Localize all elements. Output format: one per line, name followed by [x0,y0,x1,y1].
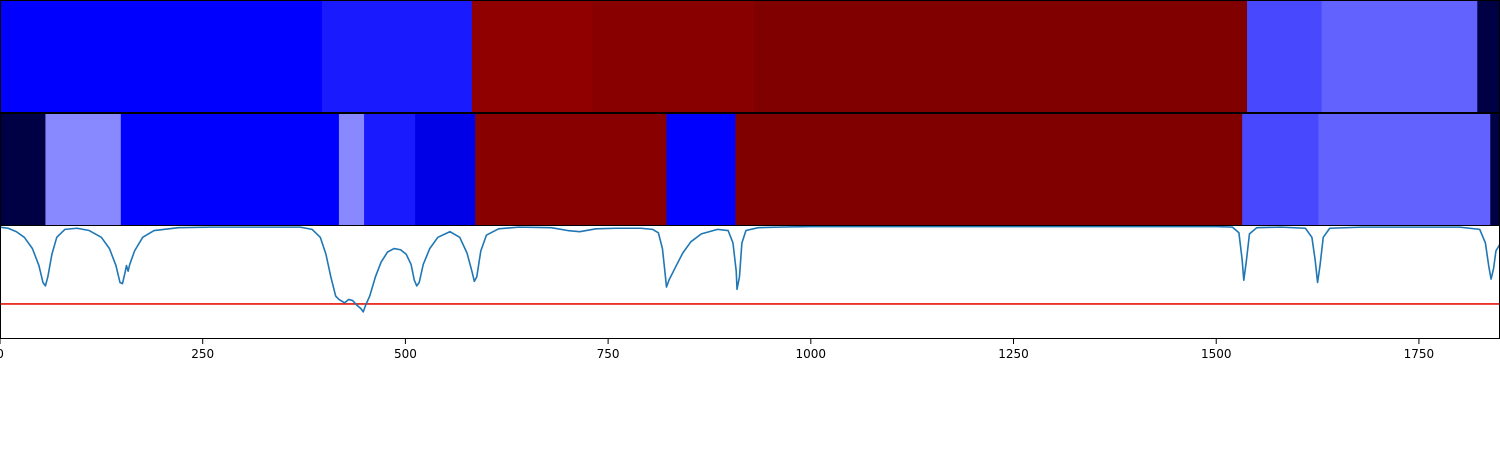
x-axis: 0 250 500 750 1000 1250 1500 1750 [0,339,1434,361]
heatmap-row-2-segment-6 [415,113,476,226]
curve-panel [0,225,1500,339]
heatmap-row-2-segment-10 [1242,113,1319,226]
heatmap-row-2-segment-3 [120,113,340,226]
x-tick-label-1000: 1000 [796,347,827,361]
heatmap-row-2-segment-8 [666,113,737,226]
x-tick-label-1750: 1750 [1404,347,1435,361]
heatmap-row-2-segment-9 [735,113,1243,226]
heatmap-row-2-segment-2 [45,113,122,226]
heatmap-row-1-segment-2 [321,0,473,113]
heatmap-row-1-segment-4 [591,0,755,113]
curve-panel-background [0,226,1500,339]
x-tick-label-750: 750 [597,347,620,361]
heatmap-row-1-segment-5 [754,0,1248,113]
heatmap-row-1 [0,0,1500,113]
x-tick-label-500: 500 [394,347,417,361]
x-tick-label-1500: 1500 [1201,347,1232,361]
heatmap-row-1-segment-1 [0,0,323,113]
heatmap-row-2-segment-4 [338,113,365,226]
heatmap-row-2 [0,113,1500,226]
heatmap-row-2-segment-12 [1490,113,1500,226]
heatmap-row-1-segment-6 [1247,0,1323,113]
x-tick-label-1250: 1250 [998,347,1029,361]
score-curve-line [0,225,1500,313]
heatmap-row-1-segment-7 [1321,0,1478,113]
x-tick-label-250: 250 [191,347,214,361]
heatmap-row-2-segment-1 [0,113,47,226]
x-tick-label-0: 0 [0,347,4,361]
heatmap-row-2-segment-7 [475,113,668,226]
heatmap-row-2-segment-5 [364,113,416,226]
heatmap-row-1-segment-8 [1477,0,1500,113]
heatmap-row-1-segment-3 [471,0,593,113]
heatmap-row-2-segment-11 [1318,113,1491,226]
